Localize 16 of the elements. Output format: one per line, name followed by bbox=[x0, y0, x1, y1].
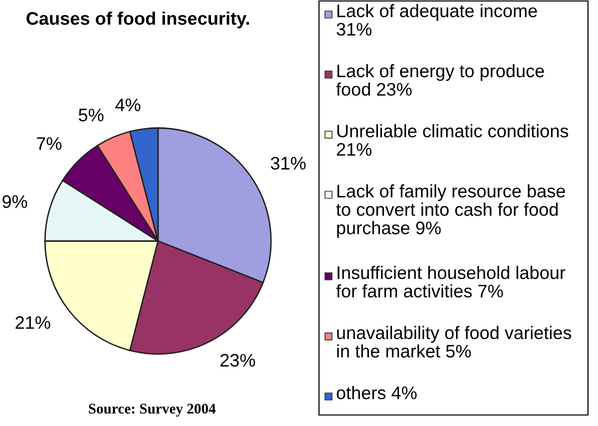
data-label: 23% bbox=[220, 354, 256, 367]
legend-label: Lack of adequate income 31% bbox=[336, 4, 537, 36]
legend-label: unavailability of food varieties in the market 5% bbox=[337, 326, 572, 358]
source-note: Source: Survey 2004 bbox=[88, 404, 216, 417]
data-label: 5% bbox=[78, 108, 104, 122]
data-label: 4% bbox=[115, 98, 140, 112]
data-label: 7% bbox=[36, 137, 62, 150]
legend-label: Lack of energy to produce food 23% bbox=[336, 64, 544, 96]
legend-label: Lack of family resource base to convert into cash for food purchase 9% bbox=[336, 184, 566, 238]
data-label: 31% bbox=[270, 156, 306, 170]
legend-label: others 4% bbox=[336, 386, 417, 400]
data-label: 21% bbox=[16, 316, 50, 329]
data-label: 9% bbox=[2, 195, 28, 208]
legend-label: Unreliable climatic conditions 21% bbox=[336, 124, 568, 156]
legend-label: Insufficient household labour for farm activities 7% bbox=[336, 266, 566, 298]
chart-title: Causes of food insecurity. bbox=[26, 12, 249, 28]
